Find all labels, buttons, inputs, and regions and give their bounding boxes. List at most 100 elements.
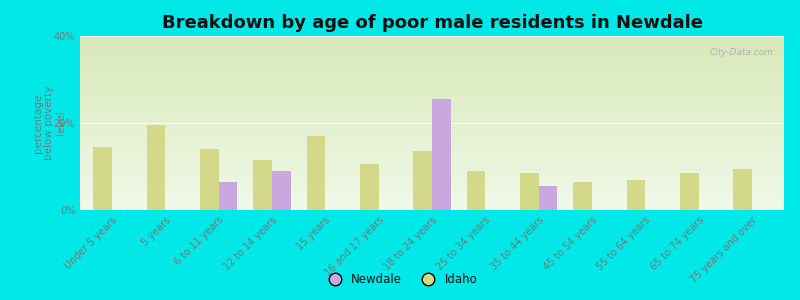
Bar [80, 140, 784, 142]
Bar [80, 142, 784, 144]
Bar [80, 170, 784, 172]
Bar [432, 99, 450, 210]
Bar [80, 104, 784, 106]
Bar [80, 41, 784, 43]
Bar [80, 165, 784, 167]
Bar [80, 149, 784, 151]
Bar [254, 160, 272, 210]
Bar [80, 206, 784, 208]
Bar [80, 52, 784, 53]
Bar [80, 88, 784, 90]
Bar [80, 58, 784, 60]
Bar [80, 60, 784, 62]
Bar [80, 78, 784, 80]
Bar [80, 179, 784, 180]
Bar [80, 38, 784, 40]
Bar [272, 171, 290, 210]
Bar [80, 50, 784, 52]
Bar [80, 186, 784, 188]
Bar [80, 188, 784, 189]
Bar [80, 144, 784, 146]
Bar [80, 135, 784, 137]
Title: Breakdown by age of poor male residents in Newdale: Breakdown by age of poor male residents … [162, 14, 702, 32]
Bar [80, 153, 784, 154]
Bar [80, 130, 784, 132]
Bar [94, 147, 112, 210]
Bar [80, 205, 784, 206]
Bar [80, 92, 784, 93]
Bar [80, 198, 784, 200]
Bar [80, 134, 784, 135]
Bar [80, 53, 784, 55]
Bar [360, 164, 378, 210]
Bar [218, 182, 238, 210]
Bar [80, 128, 784, 130]
Bar [80, 102, 784, 104]
Bar [80, 48, 784, 50]
Bar [80, 55, 784, 57]
Bar [80, 106, 784, 107]
Text: City-Data.com: City-Data.com [710, 48, 774, 57]
Bar [80, 100, 784, 102]
Bar [80, 86, 784, 88]
Bar [80, 160, 784, 161]
Bar [80, 74, 784, 76]
Bar [80, 80, 784, 81]
Bar [80, 93, 784, 95]
Bar [80, 191, 784, 193]
Bar [80, 173, 784, 175]
Bar [80, 146, 784, 147]
Bar [80, 107, 784, 109]
Bar [80, 151, 784, 153]
Bar [80, 161, 784, 163]
Bar [80, 119, 784, 121]
Bar [146, 125, 166, 210]
Bar [80, 147, 784, 149]
Bar [80, 200, 784, 201]
Bar [80, 76, 784, 78]
Bar [80, 158, 784, 160]
Bar [626, 179, 646, 210]
Bar [80, 97, 784, 99]
Bar [574, 182, 592, 210]
Bar [538, 186, 558, 210]
Bar [80, 156, 784, 158]
Bar [80, 46, 784, 48]
Bar [80, 64, 784, 66]
Bar [80, 180, 784, 182]
Bar [80, 95, 784, 97]
Bar [80, 127, 784, 128]
Bar [80, 182, 784, 184]
Bar [80, 189, 784, 191]
Bar [80, 66, 784, 67]
Bar [200, 149, 218, 210]
Bar [80, 90, 784, 92]
Legend: Newdale, Idaho: Newdale, Idaho [318, 269, 482, 291]
Bar [80, 125, 784, 127]
Bar [80, 45, 784, 46]
Bar [80, 111, 784, 112]
Bar [80, 73, 784, 74]
Bar [80, 83, 784, 85]
Y-axis label: percentage
below poverty
level: percentage below poverty level [33, 86, 66, 160]
Bar [80, 85, 784, 86]
Bar [80, 203, 784, 205]
Bar [80, 137, 784, 139]
Bar [80, 193, 784, 194]
Bar [80, 163, 784, 165]
Bar [80, 172, 784, 173]
Bar [80, 81, 784, 83]
Bar [80, 121, 784, 123]
Bar [80, 154, 784, 156]
Bar [466, 171, 486, 210]
Bar [80, 36, 784, 38]
Bar [680, 173, 698, 210]
Bar [80, 208, 784, 210]
Bar [80, 114, 784, 116]
Bar [80, 40, 784, 41]
Bar [80, 43, 784, 45]
Bar [80, 99, 784, 100]
Bar [80, 201, 784, 203]
Bar [80, 196, 784, 198]
Bar [80, 67, 784, 69]
